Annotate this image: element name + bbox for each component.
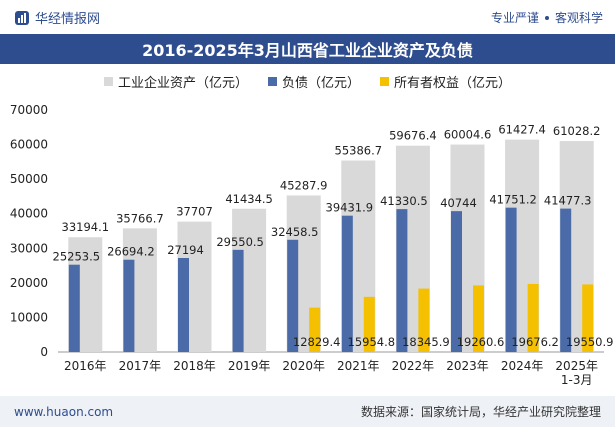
- liability-bar: [232, 249, 244, 352]
- y-tick-label: 10000: [10, 310, 48, 324]
- liability-bar: [68, 264, 80, 352]
- y-tick-label: 60000: [10, 138, 48, 152]
- liability-bar: [287, 239, 299, 352]
- tag-1: 专业严谨: [490, 11, 539, 25]
- liability-data-label: 41477.3: [544, 194, 592, 208]
- equity-bar: [309, 307, 321, 352]
- liability-bar: [178, 257, 189, 352]
- liability-bar: [123, 259, 135, 352]
- liability-data-label: 40744: [440, 196, 477, 210]
- footer-url[interactable]: www.huaon.com: [14, 404, 114, 419]
- equity-bar: [473, 285, 484, 352]
- chart-title-bar: 2016-2025年3月山西省工业企业资产及负债: [0, 34, 615, 64]
- liability-bar: [560, 208, 572, 352]
- x-tick-label: 2023年: [446, 359, 489, 373]
- liability-data-label: 41330.5: [380, 194, 428, 208]
- asset-data-label: 35766.7: [116, 211, 164, 225]
- equity-bar: [363, 296, 375, 352]
- liability-data-label: 41751.2: [489, 193, 537, 207]
- chart-title: 2016-2025年3月山西省工业企业资产及负债: [142, 41, 473, 60]
- asset-data-label: 33194.1: [62, 220, 110, 234]
- liability-bar: [451, 211, 462, 352]
- legend-label-equity: 所有者权益（亿元）: [394, 76, 512, 91]
- equity-data-label: 19550.9: [566, 335, 614, 349]
- separator-dot-icon: [544, 15, 549, 20]
- y-tick-label: 0: [40, 345, 48, 359]
- liability-bar: [505, 207, 517, 352]
- brand[interactable]: 华经情报网: [14, 8, 100, 27]
- equity-data-label: 12829.4: [293, 335, 341, 349]
- equity-data-label: 19676.2: [511, 335, 559, 349]
- x-tick-label: 2020年: [282, 359, 325, 373]
- legend-swatch-liabilities: [267, 77, 277, 86]
- equity-bar: [582, 284, 594, 352]
- footer: www.huaon.com 数据来源：国家统计局，华经产业研究院整理: [0, 396, 615, 427]
- x-tick-label: 2021年: [337, 359, 380, 373]
- legend-item-equity[interactable]: 所有者权益（亿元）: [380, 72, 511, 91]
- y-tick-label: 30000: [10, 241, 48, 255]
- legend-swatch-equity: [380, 77, 389, 86]
- liability-bar: [341, 215, 353, 352]
- footer-source: 数据来源：国家统计局，华经产业研究院整理: [360, 405, 601, 419]
- asset-data-label: 37707: [176, 205, 213, 219]
- legend-item-assets[interactable]: 工业企业资产（亿元）: [103, 72, 248, 91]
- legend-swatch-assets: [103, 77, 113, 86]
- equity-data-label: 15954.8: [348, 335, 396, 349]
- y-tick-label: 40000: [10, 207, 48, 221]
- asset-data-label: 59676.4: [389, 129, 437, 143]
- y-tick-label: 70000: [10, 103, 48, 117]
- asset-data-label: 41434.5: [225, 192, 273, 206]
- equity-data-label: 19260.6: [457, 335, 505, 349]
- asset-data-label: 61427.4: [498, 123, 546, 137]
- top-bar: 华经情报网 专业严谨 客观科学: [0, 0, 615, 34]
- asset-data-label: 45287.9: [280, 178, 328, 192]
- y-tick-label: 20000: [10, 276, 48, 290]
- liability-bar: [396, 209, 408, 352]
- bar-chart: 0 10000 20000 30000 40000 50000 60000 70000 3319…: [10, 103, 614, 387]
- x-tick-label: 2017年: [119, 359, 162, 373]
- chart-legend: 工业企业资产（亿元） 负债（亿元） 所有者权益（亿元）: [0, 72, 615, 91]
- liability-data-label: 27194: [167, 243, 204, 257]
- x-tick-label: 1-3月: [561, 373, 593, 387]
- x-tick-label: 2016年: [64, 359, 107, 373]
- y-tick-label: 50000: [10, 172, 48, 186]
- x-tick-label: 2022年: [392, 359, 435, 373]
- asset-data-label: 61028.2: [553, 124, 601, 138]
- x-tick-label: 2019年: [228, 359, 271, 373]
- tag-2: 客观科学: [554, 11, 603, 25]
- asset-data-label: 60004.6: [444, 128, 492, 142]
- equity-data-label: 18345.9: [402, 335, 450, 349]
- asset-data-label: 55386.7: [335, 144, 383, 158]
- liability-data-label: 32458.5: [271, 225, 319, 239]
- legend-item-liabilities[interactable]: 负债（亿元）: [267, 72, 360, 91]
- equity-bar: [418, 288, 430, 352]
- equity-bar: [527, 283, 539, 352]
- x-tick-label: 2025年: [555, 359, 598, 373]
- x-tick-label: 2018年: [173, 359, 216, 373]
- x-tick-label: 2024年: [501, 359, 544, 373]
- legend-label-assets: 工业企业资产（亿元）: [117, 76, 248, 91]
- brand-logo-icon: [15, 10, 29, 25]
- liability-data-label: 26694.2: [107, 245, 155, 259]
- liability-data-label: 25253.5: [53, 250, 101, 264]
- legend-label-liabilities: 负债（亿元）: [281, 76, 360, 91]
- header-tags: 专业严谨 客观科学: [491, 9, 603, 26]
- brand-name: 华经情报网: [35, 12, 101, 27]
- liability-data-label: 29550.5: [216, 235, 264, 249]
- liability-data-label: 39431.9: [326, 201, 374, 215]
